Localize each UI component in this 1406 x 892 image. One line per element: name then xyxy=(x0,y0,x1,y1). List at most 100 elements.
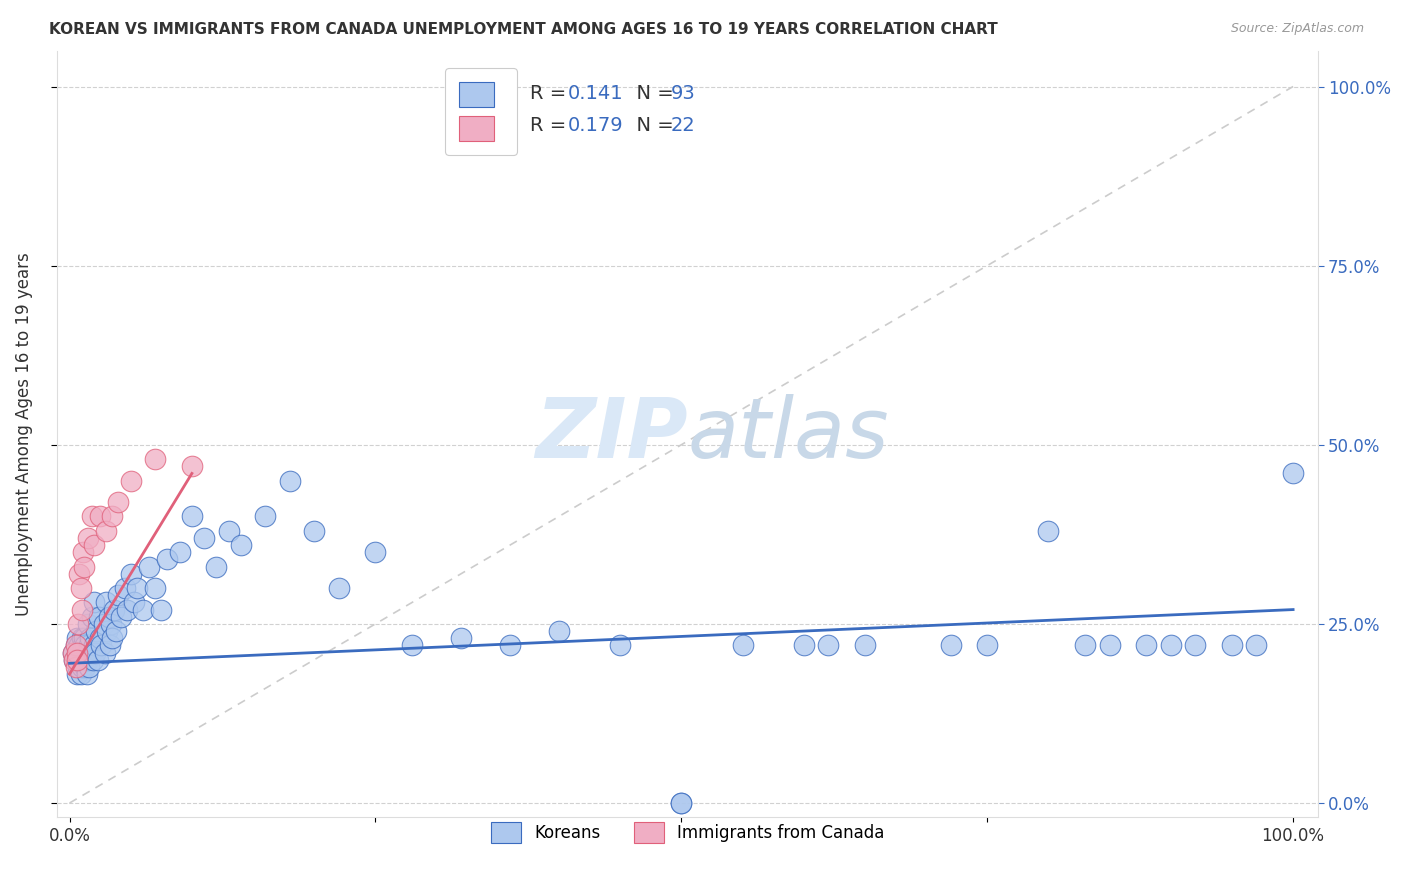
Point xyxy=(65,639,87,653)
Point xyxy=(115,602,138,616)
Text: Source: ZipAtlas.com: Source: ZipAtlas.com xyxy=(1230,22,1364,36)
Point xyxy=(100,616,122,631)
Point xyxy=(138,559,160,574)
Point xyxy=(101,632,124,646)
Y-axis label: Unemployment Among Ages 16 to 19 years: Unemployment Among Ages 16 to 19 years xyxy=(15,252,32,615)
Point xyxy=(62,646,84,660)
Point xyxy=(1220,639,1243,653)
Point xyxy=(67,616,90,631)
Point xyxy=(124,595,146,609)
Point xyxy=(180,459,202,474)
Point xyxy=(1160,639,1182,653)
Point xyxy=(107,495,129,509)
Text: R =: R = xyxy=(530,84,572,103)
Point xyxy=(120,474,142,488)
Point xyxy=(89,632,111,646)
Point xyxy=(671,796,693,810)
Point xyxy=(1282,467,1305,481)
Point xyxy=(90,639,112,653)
Point xyxy=(609,639,631,653)
Point xyxy=(73,559,96,574)
Point xyxy=(77,653,100,667)
Text: N =: N = xyxy=(624,84,681,103)
Point xyxy=(72,639,94,653)
Point xyxy=(1135,639,1157,653)
Point xyxy=(83,538,105,552)
Point xyxy=(548,624,571,638)
Point xyxy=(254,509,277,524)
Text: 93: 93 xyxy=(671,84,696,103)
Point xyxy=(72,653,94,667)
Point xyxy=(328,581,350,595)
Point xyxy=(1098,639,1121,653)
Point xyxy=(94,646,117,660)
Point xyxy=(103,602,125,616)
Legend: Koreans, Immigrants from Canada: Koreans, Immigrants from Canada xyxy=(479,810,896,855)
Point xyxy=(80,646,103,660)
Point xyxy=(73,632,96,646)
Point xyxy=(73,646,96,660)
Text: N =: N = xyxy=(624,116,681,135)
Point xyxy=(180,509,202,524)
Point xyxy=(98,639,121,653)
Point xyxy=(731,639,754,653)
Point xyxy=(67,646,90,660)
Point xyxy=(93,616,115,631)
Point xyxy=(671,796,693,810)
Point xyxy=(169,545,191,559)
Point xyxy=(66,667,89,681)
Point xyxy=(939,639,962,653)
Point xyxy=(125,581,148,595)
Point xyxy=(105,624,128,638)
Point xyxy=(401,639,423,653)
Text: atlas: atlas xyxy=(688,393,889,475)
Point xyxy=(83,595,105,609)
Point xyxy=(793,639,815,653)
Point xyxy=(87,609,110,624)
Point xyxy=(70,653,93,667)
Point xyxy=(132,602,155,616)
Point xyxy=(1246,639,1268,653)
Text: 0.141: 0.141 xyxy=(568,84,623,103)
Point xyxy=(96,524,118,538)
Point xyxy=(72,545,94,559)
Point xyxy=(156,552,179,566)
Point xyxy=(96,624,118,638)
Point xyxy=(70,660,93,674)
Point xyxy=(67,660,90,674)
Point xyxy=(70,602,93,616)
Point xyxy=(82,653,104,667)
Point xyxy=(80,609,103,624)
Point xyxy=(69,581,91,595)
Point xyxy=(79,632,101,646)
Point xyxy=(97,609,120,624)
Point xyxy=(205,559,228,574)
Point xyxy=(77,531,100,545)
Point xyxy=(84,646,107,660)
Text: ZIP: ZIP xyxy=(534,393,688,475)
Text: 22: 22 xyxy=(671,116,696,135)
Point xyxy=(77,639,100,653)
Point xyxy=(364,545,387,559)
Point xyxy=(304,524,326,538)
Point xyxy=(80,509,103,524)
Point xyxy=(1038,524,1060,538)
Point xyxy=(450,632,472,646)
Point xyxy=(218,524,240,538)
Point xyxy=(77,660,100,674)
Point xyxy=(150,602,173,616)
Point xyxy=(976,639,998,653)
Point xyxy=(66,646,89,660)
Text: KOREAN VS IMMIGRANTS FROM CANADA UNEMPLOYMENT AMONG AGES 16 TO 19 YEARS CORRELAT: KOREAN VS IMMIGRANTS FROM CANADA UNEMPLO… xyxy=(49,22,998,37)
Point xyxy=(120,566,142,581)
Point xyxy=(77,616,100,631)
Point xyxy=(70,632,93,646)
Point xyxy=(193,531,215,545)
Point xyxy=(75,660,97,674)
Point xyxy=(499,639,522,653)
Text: R =: R = xyxy=(530,116,572,135)
Point xyxy=(63,653,86,667)
Point xyxy=(86,624,108,638)
Point xyxy=(63,653,86,667)
Point xyxy=(76,667,98,681)
